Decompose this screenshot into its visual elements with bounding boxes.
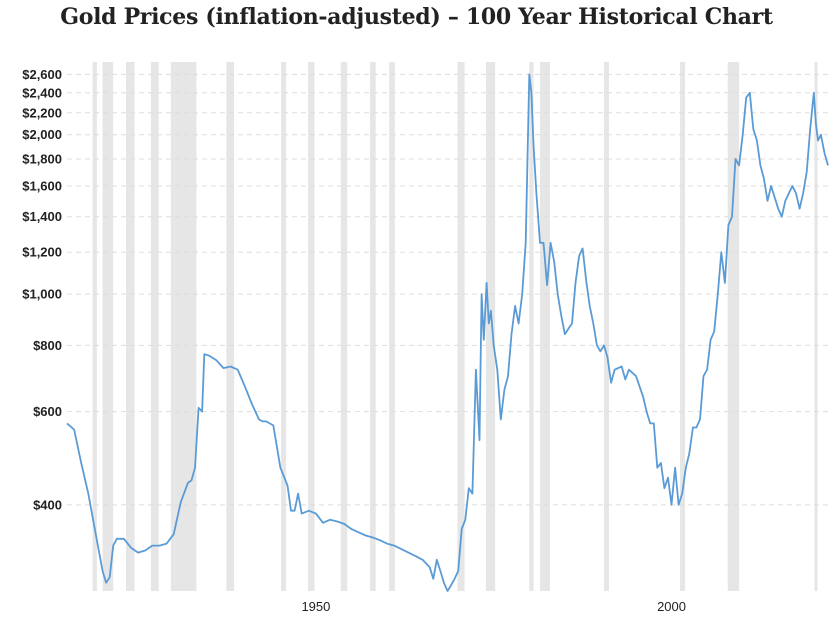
recession-band	[102, 62, 114, 591]
chart-title: Gold Prices (inflation-adjusted) – 100 Y…	[60, 4, 773, 30]
y-tick-label: $2,000	[22, 127, 62, 142]
recession-band	[340, 62, 348, 591]
y-tick-label: $2,400	[22, 85, 62, 100]
y-tick-label: $1,000	[22, 287, 62, 302]
recession-band	[727, 62, 740, 591]
recession-band	[281, 62, 287, 591]
series-line	[66, 73, 829, 592]
recession-band	[539, 62, 550, 591]
y-tick-label: $1,400	[22, 209, 62, 224]
x-tick-label: 1950	[301, 599, 330, 614]
recession-band	[170, 62, 197, 591]
recession-band	[150, 62, 159, 591]
recession-band	[603, 62, 609, 591]
y-tick-label: $2,600	[22, 67, 62, 82]
series-layer	[66, 73, 829, 592]
recession-band	[226, 62, 235, 591]
y-axis-ticks: $400 $600 $800 $1,000 $1,200 $1,400 $1,600 $1,8…	[22, 67, 62, 512]
recession-band	[92, 62, 97, 591]
recession-band	[814, 62, 818, 591]
recession-band	[126, 62, 135, 591]
y-tick-label: $400	[33, 497, 62, 512]
recession-band	[308, 62, 315, 591]
y-tick-label: $1,800	[22, 151, 62, 166]
y-tick-label: $1,200	[22, 245, 62, 260]
y-tick-label: $600	[33, 404, 62, 419]
y-tick-label: $800	[33, 338, 62, 353]
recession-band	[369, 62, 376, 591]
x-axis-ticks: 1950 2000	[301, 599, 686, 614]
recession-band	[485, 62, 496, 591]
y-tick-label: $2,200	[22, 105, 62, 120]
recession-band	[529, 62, 534, 591]
recession-band	[389, 62, 395, 591]
y-tick-label: $1,600	[22, 179, 62, 194]
x-tick-label: 2000	[657, 599, 686, 614]
recession-band	[680, 62, 686, 591]
recession-bands	[92, 62, 818, 591]
recession-band	[457, 62, 465, 591]
